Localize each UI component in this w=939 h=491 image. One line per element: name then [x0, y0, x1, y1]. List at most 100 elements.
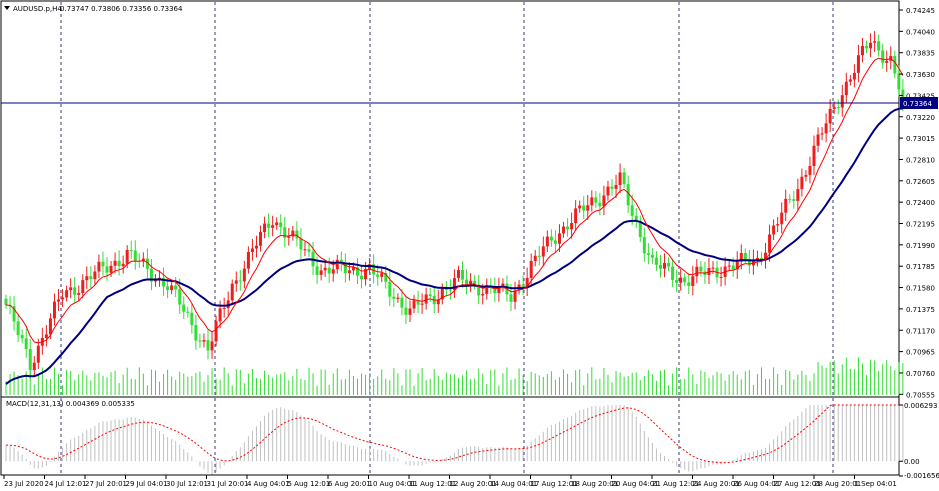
time-axis-label: 24 Aug 20:01 [693, 480, 740, 488]
candle-body [764, 252, 768, 260]
candle-body [683, 277, 687, 283]
candle-body [97, 261, 101, 272]
candle-body [190, 312, 194, 326]
candle-body [412, 300, 416, 309]
candle-body [408, 308, 412, 315]
candle-body [416, 300, 420, 305]
candle-body [331, 269, 335, 274]
candle-body [808, 166, 812, 175]
candle-body [295, 230, 299, 239]
candle-body [129, 249, 133, 251]
candle-body [521, 284, 525, 287]
dropdown-triangle-icon[interactable] [4, 6, 10, 10]
candle-body [424, 294, 428, 304]
candle-body [658, 264, 662, 269]
candle-body [897, 73, 901, 90]
symbol-header[interactable]: AUDUSD.p,H4 0.73747 0.73806 0.73356 0.73… [4, 5, 183, 13]
time-axis-label: 18 Aug 20:01 [571, 480, 618, 488]
price-axis-label: 0.71375 [906, 306, 935, 314]
candle-body [606, 186, 610, 196]
candle-body [691, 276, 695, 286]
candle-body [109, 265, 113, 273]
candle-body [784, 198, 788, 213]
candle-body [452, 278, 456, 291]
candle-body [493, 287, 497, 294]
candle-body [65, 290, 69, 298]
time-axis-label: 4 Aug 04:01 [247, 480, 290, 488]
time-axis-label: 5 Aug 12:01 [288, 480, 331, 488]
candle-body [626, 184, 630, 206]
current-price-tag: 0.73364 [900, 97, 938, 109]
candle-body [501, 283, 505, 288]
time-axis-label: 28 Aug 20:01 [814, 480, 861, 488]
candle-body [57, 299, 61, 302]
time-axis-label: 21 Aug 12:01 [652, 480, 699, 488]
candle-body [226, 300, 230, 309]
candle-body [836, 107, 840, 109]
candle-body [20, 335, 24, 339]
candle-body [279, 222, 283, 228]
candle-body [44, 334, 48, 338]
candle-body [230, 283, 234, 301]
price-axis-label: 0.70965 [906, 349, 935, 357]
candle-body [153, 280, 157, 282]
time-axis-label: 17 Aug 12:01 [531, 480, 578, 488]
candle-body [117, 260, 121, 267]
candle-body [679, 277, 683, 283]
candle-body [372, 264, 376, 275]
candle-body [28, 349, 32, 371]
candle-body [509, 294, 513, 302]
candle-body [16, 321, 20, 336]
candle-body [222, 308, 226, 310]
candle-body [360, 275, 364, 280]
candle-body [85, 276, 89, 281]
candle-body [840, 95, 844, 108]
candle-body [711, 267, 715, 269]
candle-body [141, 258, 145, 262]
candle-body [149, 268, 153, 282]
candle-body [719, 276, 723, 278]
time-axis-label: 27 Jul 20:01 [85, 480, 127, 488]
candle-body [537, 255, 541, 257]
price-axis-label: 0.70555 [906, 391, 935, 399]
candle-body [267, 223, 271, 228]
candle-body [654, 257, 658, 265]
candle-body [194, 325, 198, 341]
candle-body [667, 262, 671, 267]
candle-body [271, 225, 275, 228]
candle-body [444, 288, 448, 290]
candle-body [456, 269, 460, 279]
current-price-box [900, 97, 938, 109]
candle-body [133, 250, 137, 261]
candle-body [250, 248, 254, 253]
candle-body [101, 261, 105, 267]
candle-body [860, 45, 864, 56]
candle-body [254, 245, 258, 249]
candle-body [121, 263, 125, 267]
time-axis-label: 10 Aug 04:01 [369, 480, 416, 488]
candle-body [307, 249, 311, 252]
time-axis-label: 20 Aug 04:01 [612, 480, 659, 488]
candle-body [634, 215, 638, 221]
candle-body [828, 108, 832, 124]
candle-body [602, 195, 606, 207]
fast-moving-average-line [5, 57, 904, 344]
price-axis-label: 0.73835 [906, 50, 935, 58]
macd-axis-label: 0.006293 [904, 402, 937, 410]
candle-body [89, 276, 93, 280]
candle-body [582, 205, 586, 211]
candle-body [36, 345, 40, 363]
candle-body [844, 81, 848, 96]
candle-body [113, 260, 117, 266]
candle-body [24, 338, 28, 350]
candle-body [852, 72, 856, 80]
candle-body [343, 263, 347, 274]
candle-body [699, 266, 703, 272]
candle-body [303, 249, 307, 251]
candle-body [384, 273, 388, 282]
price-axis-label: 0.72605 [906, 178, 935, 186]
candle-body [820, 133, 824, 135]
candle-body [448, 289, 452, 291]
candle-body [145, 258, 149, 269]
